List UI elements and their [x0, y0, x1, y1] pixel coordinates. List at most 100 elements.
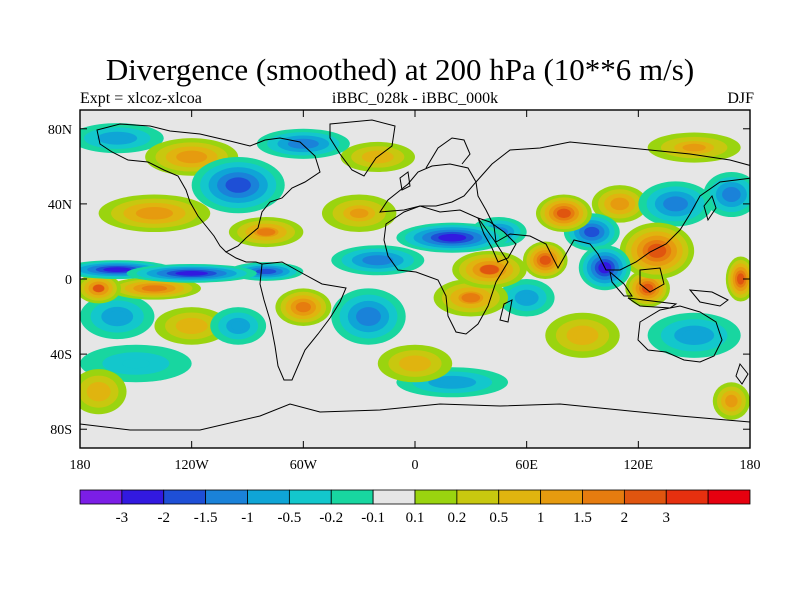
- colorbar-swatch: [247, 489, 290, 505]
- experiment-label: Expt = xlcoz-xlcoa: [80, 90, 202, 107]
- colorbar-swatch: [707, 489, 751, 505]
- x-tick-label: 120W: [175, 458, 210, 473]
- colorbar-swatch: [372, 489, 416, 505]
- divergence-core: [438, 233, 467, 242]
- colorbar-label: -0.5: [278, 510, 302, 526]
- x-tick-label: 180: [70, 458, 91, 473]
- x-tick-label: 60W: [290, 458, 318, 473]
- coastline-greenland: [329, 119, 396, 177]
- colorbar-swatch: [288, 489, 332, 505]
- colorbar-label: 0.2: [448, 510, 467, 526]
- divergence-cell: [522, 241, 568, 279]
- divergence-core: [107, 310, 127, 323]
- divergence-cell: [191, 156, 285, 214]
- divergence-core: [682, 329, 706, 341]
- divergence-core: [91, 386, 106, 398]
- divergence-core: [736, 273, 745, 285]
- colorbar-swatch: [540, 489, 583, 505]
- colorbar-label: -1.5: [194, 510, 218, 526]
- colorbar-swatch: [121, 489, 165, 505]
- coastline-java: [627, 297, 678, 309]
- x-tick-label: 180: [740, 458, 761, 473]
- coastline-africa: [383, 205, 509, 335]
- divergence-cell: [80, 294, 155, 340]
- colorbar-label: 1: [537, 510, 545, 526]
- divergence-core: [105, 134, 129, 142]
- divergence-cell: [107, 277, 201, 300]
- y-tick-label: 80S: [50, 423, 72, 438]
- divergence-cell: [638, 181, 713, 227]
- divergence-core: [556, 208, 571, 218]
- divergence-core: [93, 284, 105, 293]
- divergence-core: [121, 358, 150, 369]
- divergence-cell: [377, 344, 453, 383]
- divergence-cell: [98, 194, 211, 233]
- divergence-core: [140, 208, 169, 218]
- divergence-core: [539, 255, 551, 265]
- coastline-antarctica: [80, 403, 750, 431]
- divergence-core: [682, 143, 706, 152]
- y-tick-label: 0: [65, 273, 72, 288]
- divergence-core: [359, 309, 378, 324]
- coastline-scandinavia: [425, 137, 471, 169]
- divergence-cell: [619, 222, 695, 279]
- divergence-core: [256, 269, 276, 274]
- coastline-new-guinea: [688, 289, 729, 307]
- divergence-cell: [228, 217, 304, 248]
- divergence-cell: [498, 279, 555, 317]
- divergence-core: [366, 256, 390, 264]
- divergence-cell: [625, 269, 670, 308]
- colorbar-swatch: [414, 489, 458, 505]
- y-tick-label: 80N: [48, 123, 72, 138]
- divergence-core: [726, 396, 737, 406]
- divergence-core: [724, 188, 739, 201]
- colorbar-swatch: [205, 489, 248, 505]
- divergence-core: [103, 267, 132, 272]
- divergence-cell: [591, 185, 648, 223]
- coastline-japan: [703, 194, 717, 222]
- colorbar-swatch: [79, 489, 123, 505]
- divergence-cell: [126, 263, 257, 283]
- divergence-cell: [331, 288, 406, 345]
- divergence-cell: [331, 245, 425, 276]
- run-comparison-label: iBBC_028k - iBBC_000k: [331, 90, 499, 107]
- coastline-north-america: [96, 123, 321, 253]
- y-tick-label: 40N: [48, 198, 72, 213]
- divergence-cell: [321, 194, 397, 233]
- colorbar-swatch: [623, 489, 667, 505]
- divergence-cell: [545, 312, 620, 358]
- divergence-cell: [396, 222, 509, 253]
- coastline-britain: [399, 171, 411, 191]
- divergence-core: [573, 329, 592, 341]
- coastline-central-america: [225, 251, 263, 265]
- colorbar-label: -0.2: [319, 510, 343, 526]
- divergence-core: [180, 152, 204, 162]
- divergence-cell: [725, 256, 750, 302]
- colorbar-label: -3: [116, 510, 129, 526]
- divergence-cell: [80, 123, 164, 154]
- divergence-core: [642, 283, 654, 294]
- divergence-cell: [703, 171, 750, 218]
- colorbar-label: -2: [158, 510, 171, 526]
- divergence-core: [647, 243, 667, 258]
- x-tick-label: 120E: [624, 458, 654, 473]
- colorbar-swatch: [665, 489, 709, 505]
- divergence-cell: [712, 382, 750, 420]
- colorbar-swatch: [582, 489, 625, 505]
- coastline-madagascar: [499, 299, 513, 323]
- divergence-core: [480, 264, 499, 275]
- divergence-core: [584, 227, 599, 237]
- divergence-core: [612, 199, 627, 209]
- axis-ticks: 180 120W 60W 0 60E 120E 180 80N 40N 0 40S 80S: [48, 110, 761, 473]
- divergence-cell: [647, 312, 741, 358]
- divergence-core: [256, 228, 276, 236]
- divergence-core: [405, 358, 425, 369]
- divergence-cell: [210, 307, 267, 345]
- divergence-core: [175, 271, 208, 276]
- divergence-cell: [256, 128, 350, 159]
- coastline-arabia: [477, 217, 517, 263]
- divergence-cell: [433, 279, 509, 317]
- coastline-sumatra: [609, 270, 633, 297]
- coastline-south-america: [259, 261, 347, 381]
- coastline-borneo: [639, 267, 665, 293]
